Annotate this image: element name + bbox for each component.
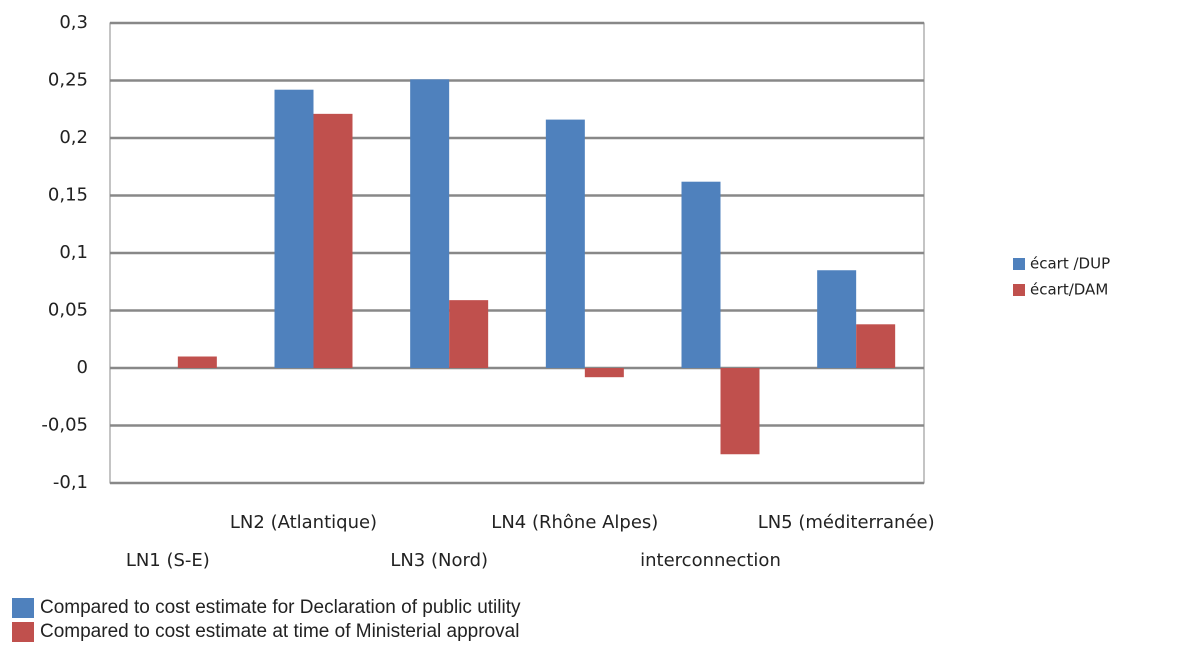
x-tick-label: LN3 (Nord) <box>390 550 488 571</box>
annotation-swatch <box>12 622 34 642</box>
y-tick-label: 0,15 <box>48 185 88 206</box>
bar <box>313 113 353 368</box>
annotation: Compared to cost estimate at time of Min… <box>40 621 519 642</box>
legend-label: écart /DUP <box>1030 255 1110 273</box>
x-tick-label: LN5 (méditerranée) <box>758 512 935 533</box>
y-tick-label: 0,1 <box>59 242 88 263</box>
y-tick-label: 0 <box>77 357 88 378</box>
legend-swatch <box>1013 284 1025 296</box>
x-tick-label: interconnection <box>640 550 781 571</box>
x-tick-label: LN1 (S-E) <box>126 550 210 571</box>
bar <box>856 324 896 368</box>
x-tick-label: LN4 (Rhône Alpes) <box>491 512 658 533</box>
x-tick-label: LN2 (Atlantique) <box>230 512 377 533</box>
y-tick-label: 0,2 <box>59 127 88 148</box>
bar <box>177 356 217 368</box>
annotation: Compared to cost estimate for Declaratio… <box>40 597 521 618</box>
annotation-swatch <box>12 598 34 618</box>
y-tick-label: 0,05 <box>48 300 88 321</box>
y-tick-label: 0,3 <box>59 12 88 33</box>
bar <box>449 300 489 368</box>
y-tick-label: -0,1 <box>53 472 88 493</box>
bar <box>720 368 760 455</box>
y-tick-label: 0,25 <box>48 70 88 91</box>
legend-label: écart/DAM <box>1030 281 1108 299</box>
y-tick-label: -0,05 <box>41 415 88 436</box>
bar <box>584 368 624 378</box>
bar <box>817 270 857 368</box>
bar <box>410 79 450 368</box>
bar <box>681 181 721 368</box>
bar <box>274 89 314 368</box>
legend-swatch <box>1013 258 1025 270</box>
bar <box>545 119 585 368</box>
